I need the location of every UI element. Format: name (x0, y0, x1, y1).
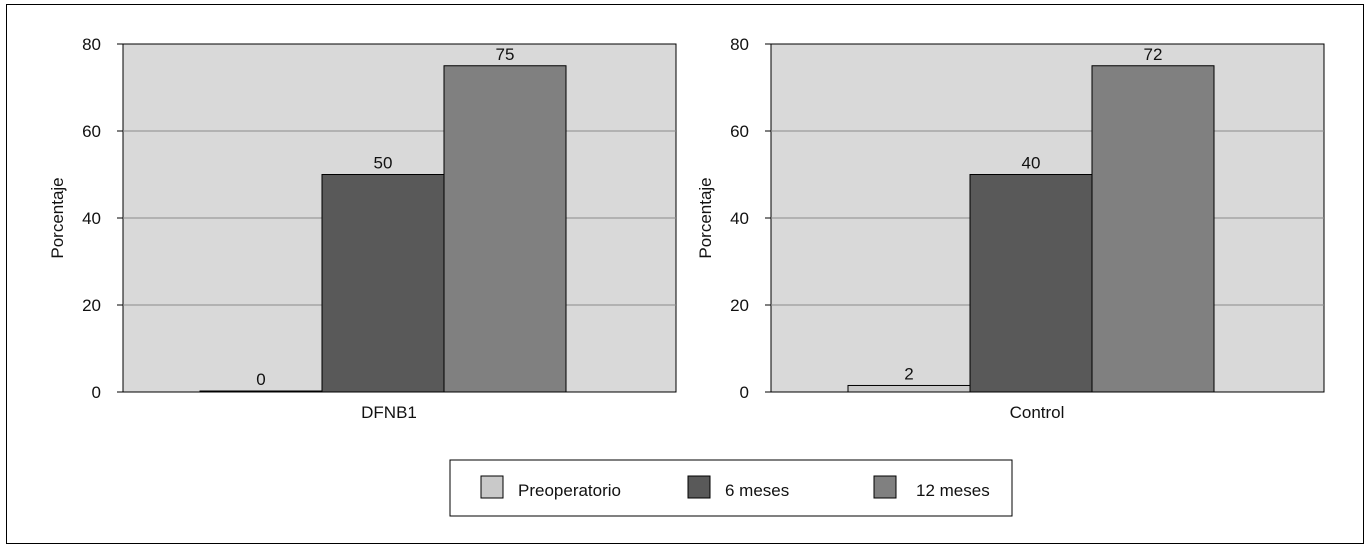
bar-6-meses (969, 174, 1093, 393)
y-tick-label: 40 (82, 209, 101, 228)
legend-swatch-preoperatorio (480, 475, 504, 499)
legend-swatch-12-meses (873, 475, 897, 499)
data-label-preoperatorio: 0 (256, 370, 265, 389)
x-category-label: Control (1010, 403, 1065, 422)
data-label-12-meses: 75 (496, 45, 515, 64)
legend-label-6-meses: 6 meses (725, 481, 789, 500)
y-axis: 0 20 40 60 80 (730, 35, 771, 402)
bar-preoperatorio (199, 390, 323, 393)
figure-frame (6, 4, 1364, 544)
bar-12-meses (1091, 65, 1215, 393)
bars (847, 65, 1215, 393)
legend-swatch-6-meses (687, 475, 711, 499)
data-label-preoperatorio: 2 (904, 364, 913, 383)
y-tick-label: 20 (82, 296, 101, 315)
bar-preoperatorio (847, 384, 971, 393)
data-labels: 2 40 72 (904, 45, 1162, 384)
bar-6-meses (321, 174, 445, 393)
bar-12-meses (443, 65, 567, 393)
y-tick-label: 40 (730, 209, 749, 228)
y-tick-label: 60 (82, 122, 101, 141)
y-tick-label: 80 (82, 35, 101, 54)
x-category-label: DFNB1 (361, 403, 417, 422)
y-tick-label: 60 (730, 122, 749, 141)
chart-panel-dfnb1: 0 20 40 60 80 0 50 75 Porcentaje DFNB1 (48, 35, 677, 422)
y-axis-title: Porcentaje (48, 177, 67, 258)
y-tick-label: 80 (730, 35, 749, 54)
y-tick-label: 0 (740, 383, 749, 402)
data-label-12-meses: 72 (1144, 45, 1163, 64)
chart-panel-control: 0 20 40 60 80 2 40 72 Porcentaje Control (696, 35, 1325, 422)
data-labels: 0 50 75 (256, 45, 514, 389)
y-axis: 0 20 40 60 80 (82, 35, 123, 402)
bars (199, 65, 567, 393)
y-axis-title: Porcentaje (696, 177, 715, 258)
y-tick-label: 0 (92, 383, 101, 402)
data-label-6-meses: 50 (374, 154, 393, 173)
data-label-6-meses: 40 (1022, 154, 1041, 173)
legend-box (449, 459, 1013, 517)
y-tick-label: 20 (730, 296, 749, 315)
legend-label-preoperatorio: Preoperatorio (518, 481, 621, 500)
legend: Preoperatorio 6 meses 12 meses (449, 459, 1013, 517)
legend-label-12-meses: 12 meses (916, 481, 990, 500)
